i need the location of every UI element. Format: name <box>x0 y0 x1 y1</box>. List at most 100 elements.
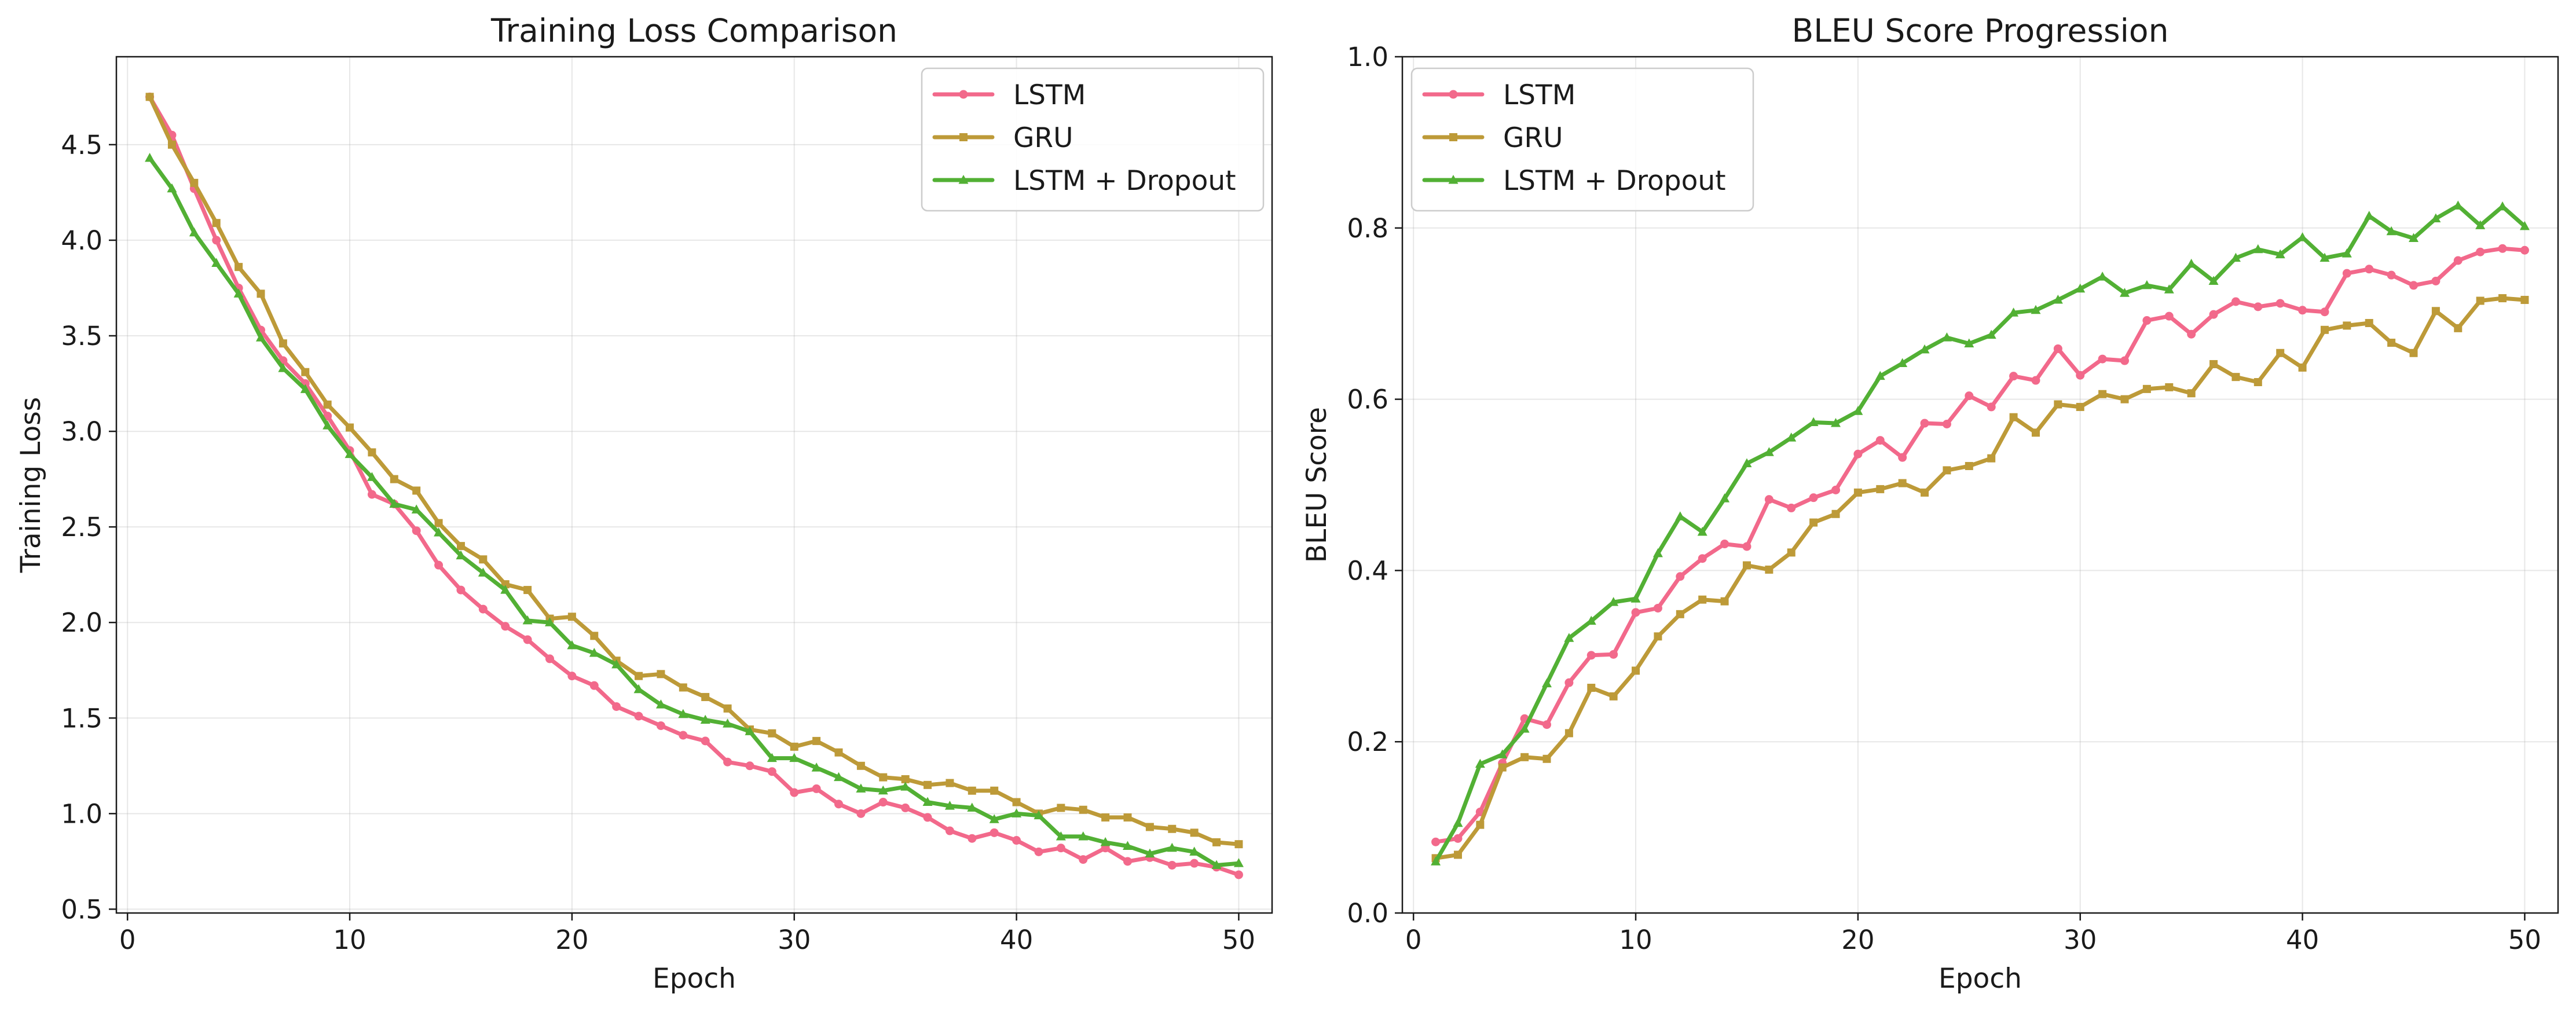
axes-frame <box>1401 56 2559 914</box>
data-point-gru <box>1609 692 1618 701</box>
legend-label-lstm: LSTM <box>1013 79 1086 111</box>
data-point-gru <box>167 140 176 149</box>
data-point-lstm <box>1898 453 1907 462</box>
bleu-score-panel: 0 10 20 30 40 50 0.0 0.2 0.4 0.6 0.8 1.0 BLEU Score … <box>1301 12 2559 995</box>
data-point-lstm-dropout <box>189 227 199 237</box>
data-point-lstm <box>923 813 932 822</box>
data-point-lstm <box>523 635 532 644</box>
data-point-gru <box>768 729 776 738</box>
x-tick-label: 50 <box>2508 925 2541 955</box>
data-point-lstm <box>1698 554 1707 563</box>
data-point-gru <box>679 683 687 692</box>
data-point-lstm <box>589 681 599 690</box>
data-point-lstm-dropout <box>811 762 822 772</box>
data-point-gru <box>145 93 154 101</box>
data-point-lstm-dropout <box>1808 417 1819 427</box>
data-point-lstm <box>723 757 732 767</box>
legend-box <box>921 67 1265 212</box>
data-point-gru <box>2209 360 2218 368</box>
data-point-lstm-dropout <box>456 550 466 560</box>
data-point-lstm-dropout <box>944 801 955 810</box>
chart-title: BLEU Score Progression <box>1792 12 2169 49</box>
data-point-gru <box>2231 373 2240 382</box>
legend-marker-lstm-dropout <box>1448 175 1459 184</box>
data-point-lstm <box>1234 870 1243 879</box>
data-point-lstm <box>1631 608 1640 617</box>
data-point-lstm <box>856 809 866 818</box>
legend-box <box>1410 67 1754 212</box>
data-point-lstm-dropout <box>2431 213 2441 223</box>
data-point-lstm-dropout <box>389 498 400 508</box>
data-point-lstm-dropout <box>1831 418 1841 427</box>
data-point-lstm-dropout <box>1941 332 1952 342</box>
data-point-lstm <box>2142 316 2152 325</box>
data-point-lstm-dropout <box>1145 848 1155 858</box>
legend-label-gru: GRU <box>1503 122 1563 154</box>
data-point-lstm-dropout <box>323 420 333 430</box>
data-point-gru <box>479 555 488 564</box>
y-tick-label: 3.0 <box>61 416 102 447</box>
x-tick-label: 20 <box>1841 925 1874 955</box>
legend-label-lstm-dropout: LSTM + Dropout <box>1013 165 1236 197</box>
data-point-lstm <box>634 712 643 721</box>
data-point-gru <box>1498 763 1507 772</box>
data-point-lstm <box>545 654 554 663</box>
data-point-lstm-dropout <box>834 772 844 782</box>
data-point-lstm-dropout <box>1497 749 1508 758</box>
data-point-lstm <box>2120 356 2129 365</box>
data-point-lstm-dropout <box>167 183 177 193</box>
data-point-lstm-dropout <box>2031 305 2041 314</box>
data-point-lstm-dropout <box>1078 831 1089 841</box>
data-point-lstm <box>767 767 776 776</box>
data-point-lstm <box>456 585 466 595</box>
ticks: 0 10 20 30 40 50 0.5 1.0 1.5 2.0 2.5 3.0 3.5 4.0 4.5 <box>61 130 1255 955</box>
data-point-lstm <box>2009 372 2018 381</box>
data-point-lstm <box>1942 419 1951 428</box>
series-group <box>145 92 1244 879</box>
data-point-lstm-dropout <box>2142 280 2152 289</box>
data-point-lstm <box>834 800 843 809</box>
data-point-lstm <box>212 236 221 245</box>
data-point-lstm-dropout <box>434 527 444 537</box>
x-tick-label: 0 <box>1405 925 1422 955</box>
data-point-gru <box>2343 321 2351 330</box>
data-point-lstm-dropout <box>856 783 866 793</box>
data-point-gru <box>2498 294 2507 303</box>
data-point-lstm <box>478 604 488 614</box>
data-point-gru <box>2298 363 2307 372</box>
data-point-gru <box>412 486 421 495</box>
data-point-gru <box>212 219 221 228</box>
data-point-lstm-dropout <box>278 363 288 372</box>
data-point-lstm-dropout <box>2453 200 2463 210</box>
ticks: 0 10 20 30 40 50 0.0 0.2 0.4 0.6 0.8 1.0 <box>1347 42 2541 955</box>
legend-label-gru: GRU <box>1013 122 1073 154</box>
data-point-lstm-dropout <box>1897 358 1908 367</box>
data-point-gru <box>2054 400 2062 409</box>
data-point-gru <box>2187 389 2196 398</box>
data-point-gru <box>323 400 332 409</box>
data-point-gru <box>1145 823 1154 831</box>
data-point-gru <box>2454 324 2463 332</box>
data-point-lstm-dropout <box>1675 511 1685 520</box>
data-point-lstm <box>1831 485 1840 494</box>
data-point-lstm <box>1034 847 1043 856</box>
data-point-lstm-dropout <box>1431 856 1441 866</box>
chart-title: Training Loss Comparison <box>490 12 897 49</box>
data-point-lstm-dropout <box>1475 758 1485 768</box>
data-point-lstm <box>434 560 444 570</box>
data-point-gru <box>590 632 599 640</box>
data-point-lstm-dropout <box>2297 232 2308 241</box>
data-point-gru <box>1012 798 1021 806</box>
data-point-gru <box>390 475 398 483</box>
data-point-gru <box>523 586 532 595</box>
data-point-lstm <box>2342 269 2351 278</box>
data-point-gru <box>968 786 976 795</box>
data-point-lstm <box>701 736 710 746</box>
x-tick-label: 40 <box>1000 925 1033 955</box>
data-point-lstm-dropout <box>2364 211 2375 220</box>
y-tick-label: 2.0 <box>61 607 102 638</box>
data-point-gru <box>1234 840 1243 849</box>
data-point-lstm <box>901 803 910 812</box>
data-point-lstm <box>990 828 999 837</box>
data-point-lstm-dropout <box>989 814 999 823</box>
